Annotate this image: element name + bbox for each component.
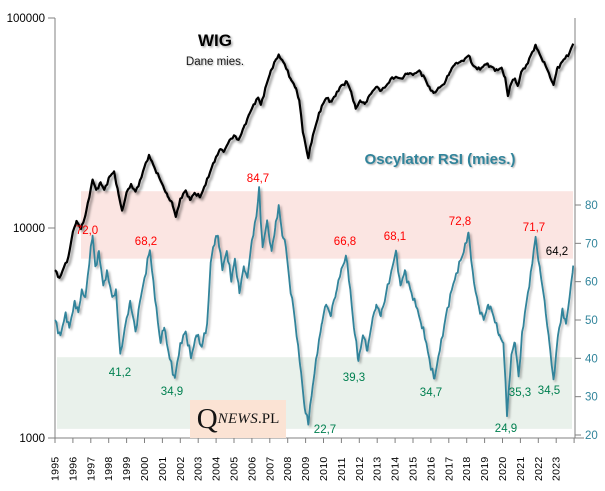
year-label: 1998 — [103, 456, 115, 481]
rsi-line — [54, 186, 575, 426]
watermark-qnews: Q NEWS .PL — [190, 400, 286, 438]
watermark-news: NEWS — [217, 410, 259, 427]
wig-line — [54, 43, 575, 279]
right-axis-label: 60 — [585, 277, 598, 289]
rsi-series-title: Oscylator RSI (mies.) — [364, 151, 516, 168]
annotation-label-peak: 71,7 — [523, 222, 545, 234]
watermark-q: Q — [196, 402, 218, 435]
annotation-label-trough: 35,3 — [509, 387, 531, 399]
year-label: 2011 — [336, 457, 348, 481]
chart-subtitle: Dane mies. — [185, 56, 245, 68]
year-label: 2015 — [408, 456, 420, 481]
year-label: 2018 — [461, 456, 473, 481]
watermark-pl: .PL — [258, 410, 280, 427]
right-axis-label: 20 — [585, 430, 598, 442]
right-axis-label: 70 — [585, 238, 598, 250]
year-label: 1995 — [50, 456, 62, 481]
year-label: 2016 — [425, 456, 437, 481]
year-label: 2000 — [139, 456, 151, 481]
annotation-label-trough: 39,3 — [343, 372, 365, 384]
annotation-label-trough: 22,7 — [314, 424, 336, 436]
right-axis-label: 40 — [585, 353, 598, 365]
year-label: 2007 — [264, 456, 276, 481]
rsi-band-overbought — [81, 191, 573, 259]
annotation-label-peak: 84,7 — [247, 173, 269, 185]
annotation-label-peak: 66,8 — [334, 236, 356, 248]
annotation-label-last: 64,2 — [546, 246, 568, 258]
year-label: 2020 — [497, 456, 509, 481]
annotation-label-trough: 34,5 — [538, 385, 560, 397]
year-label: 2002 — [175, 456, 187, 481]
left-axis-label: 10000 — [13, 223, 45, 235]
year-label: 2017 — [443, 456, 455, 481]
chart-title: WIG — [198, 31, 232, 50]
year-label: 1997 — [85, 456, 97, 481]
annotation-label-peak: 72,0 — [76, 225, 98, 237]
year-label: 2004 — [211, 456, 223, 481]
year-label: 2022 — [533, 456, 545, 481]
annotation-label-peak: 68,1 — [384, 231, 406, 243]
year-label: 2023 — [551, 456, 563, 481]
year-label: 2019 — [479, 456, 491, 481]
right-axis-label: 80 — [585, 200, 598, 212]
year-label: 1999 — [121, 456, 133, 481]
annotation-label-peak: 72,8 — [449, 216, 471, 228]
annotation-label-trough: 41,2 — [109, 367, 131, 379]
year-label: 2014 — [390, 456, 402, 481]
year-label: 2012 — [354, 456, 366, 481]
year-label: 1996 — [67, 456, 79, 481]
annotation-label-trough: 24,9 — [495, 423, 517, 435]
year-label: 2001 — [157, 456, 169, 481]
year-label: 2006 — [246, 456, 258, 481]
year-label: 2013 — [372, 456, 384, 481]
year-label: 2009 — [300, 456, 312, 481]
year-label: 2005 — [229, 456, 241, 481]
left-axis-label: 1000 — [19, 433, 45, 445]
annotation-label-trough: 34,7 — [420, 387, 442, 399]
year-label: 2021 — [515, 456, 527, 481]
annotation-label-peak: 68,2 — [135, 236, 157, 248]
right-axis-label: 50 — [585, 315, 598, 327]
left-axis-label: 100000 — [7, 13, 45, 25]
year-label: 2010 — [318, 456, 330, 481]
right-axis-label: 30 — [585, 392, 598, 404]
annotation-label-trough: 34,9 — [161, 386, 183, 398]
year-label: 2008 — [282, 456, 294, 481]
year-label: 2003 — [193, 456, 205, 481]
